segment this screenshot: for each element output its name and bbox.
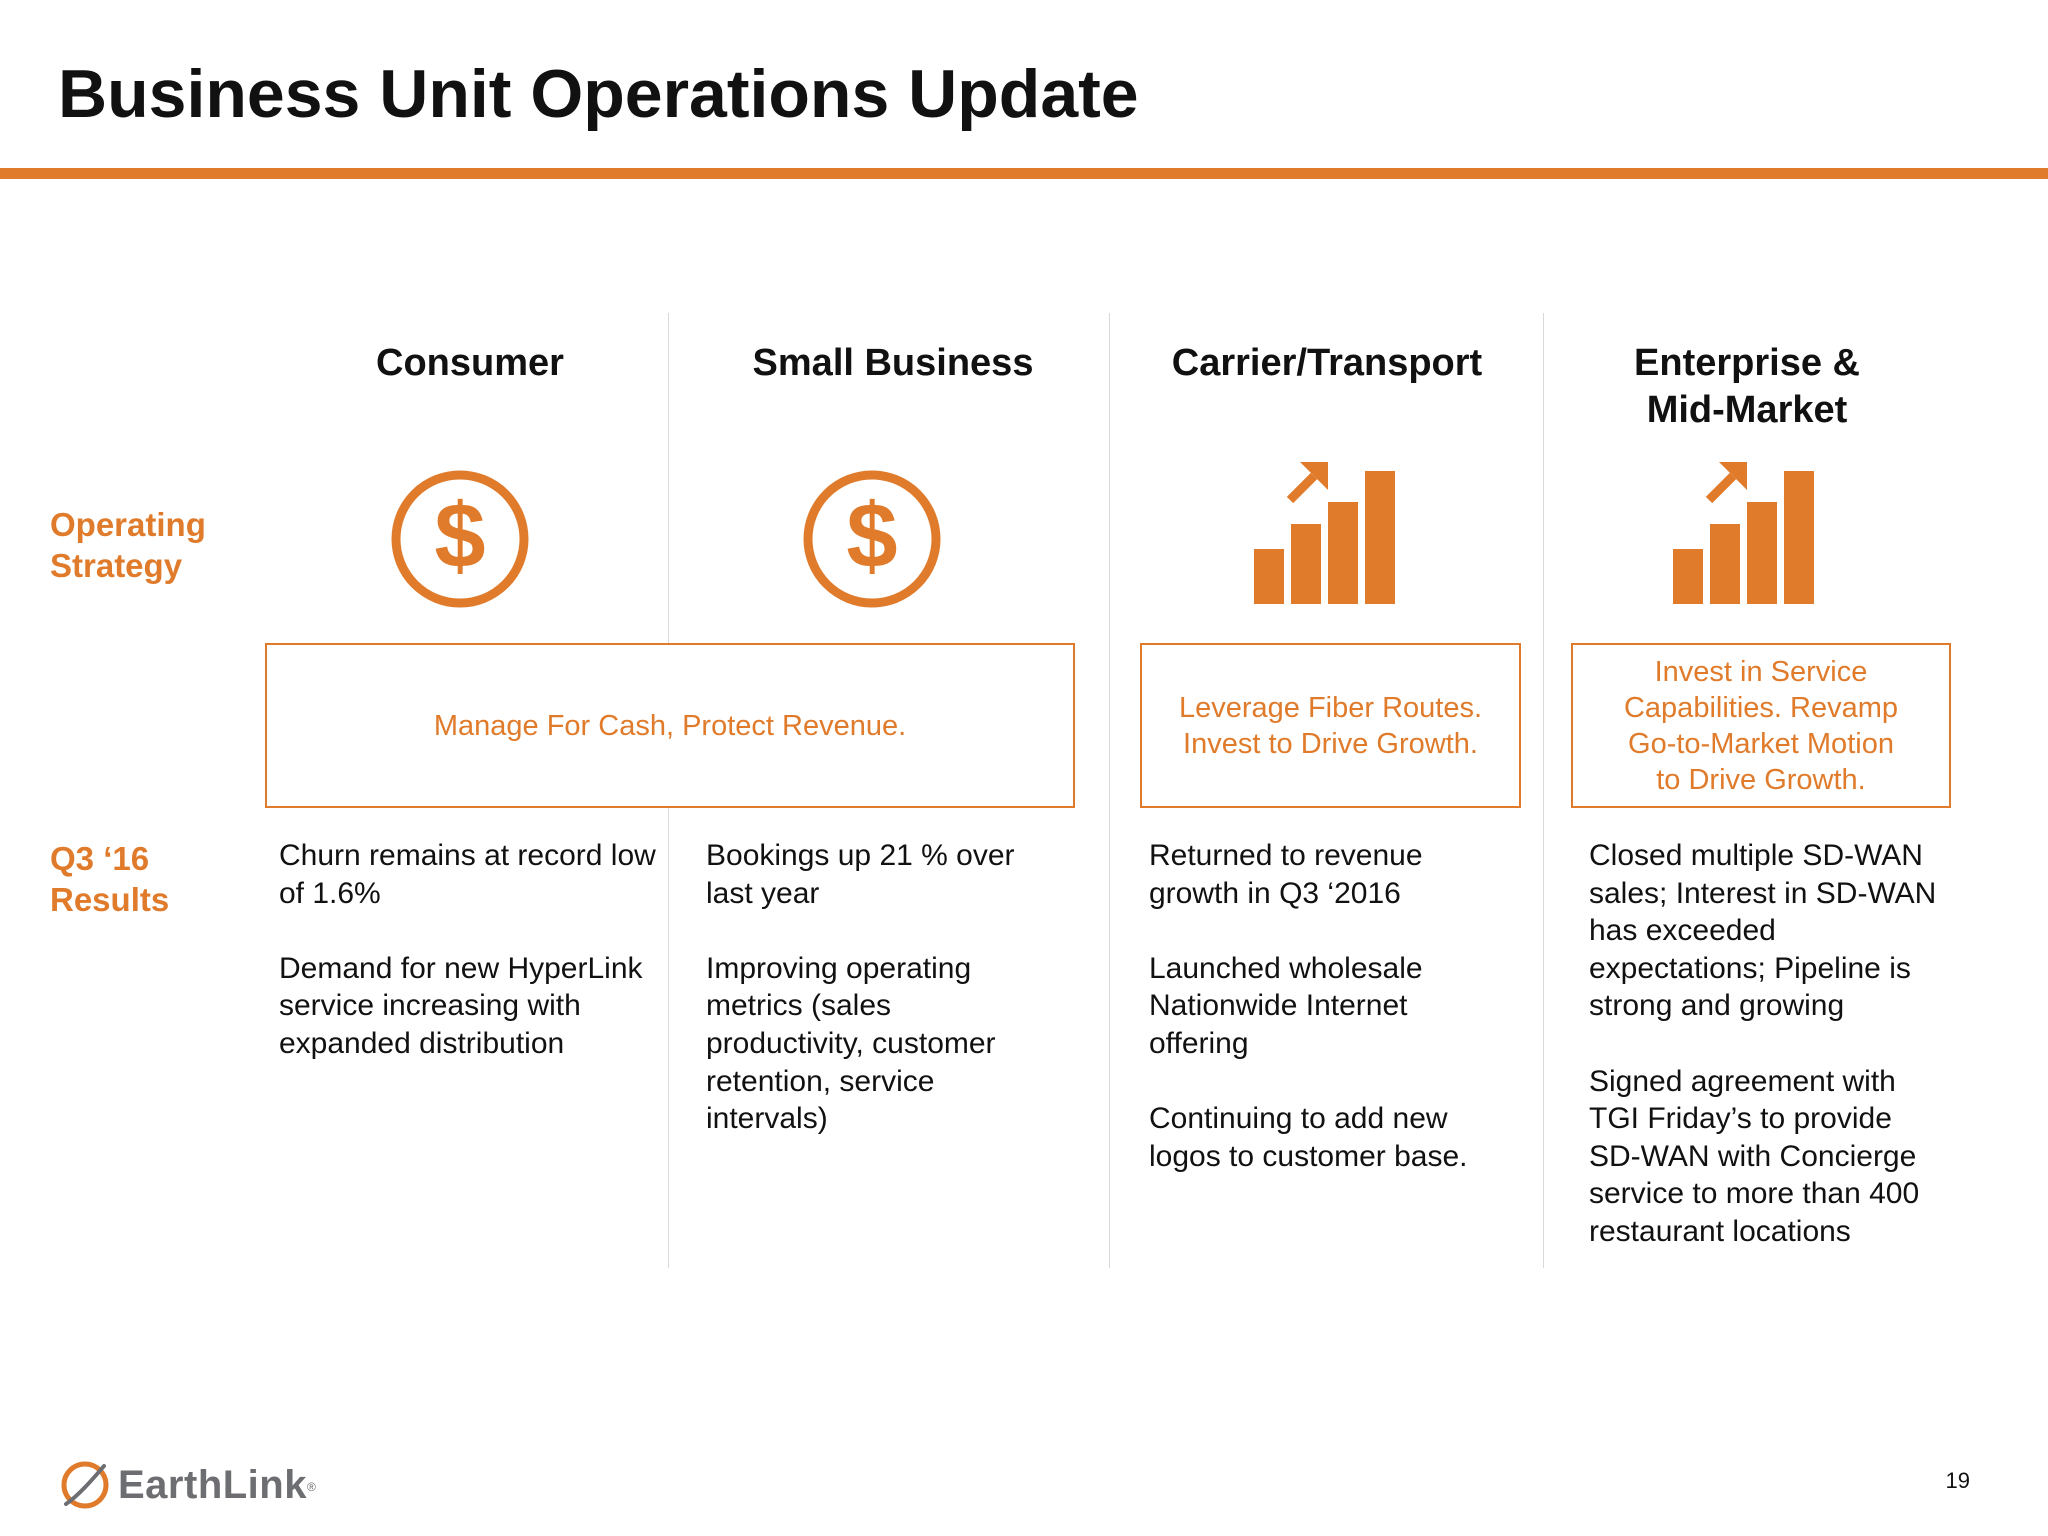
earthlink-logo: EarthLink ® <box>58 1455 316 1515</box>
strategy-box-consumer-smb: Manage For Cash, Protect Revenue. <box>265 643 1075 808</box>
heading-line: Small Business <box>752 342 1034 384</box>
result-item: Churn remains at record low of 1.6% <box>279 839 656 910</box>
column-heading-consumer: Consumer <box>270 340 670 387</box>
strategy-box-carrier: Leverage Fiber Routes. Invest to Drive G… <box>1140 643 1521 808</box>
row-label-line: Results <box>50 881 170 918</box>
strategy-line: Go-to-Market Motion <box>1628 727 1894 760</box>
result-item: Closed multiple SD-WAN sales; Interest i… <box>1589 839 1937 1023</box>
svg-text:$: $ <box>846 485 897 587</box>
strategy-line: Leverage Fiber Routes. <box>1178 691 1483 724</box>
result-item: Continuing to add new logos to customer … <box>1149 1102 1468 1173</box>
svg-text:$: $ <box>434 485 485 587</box>
row-label-line: Operating <box>50 506 206 543</box>
result-item: Bookings up 21 % over last year <box>706 839 1015 910</box>
strategy-line: Invest to Drive Growth. <box>1183 727 1478 760</box>
results-small-business: Bookings up 21 % over last year Improvin… <box>706 837 1046 1175</box>
strategy-line: Capabilities. Revamp <box>1623 691 1898 724</box>
title-rule <box>0 168 2048 179</box>
result-item: Returned to revenue growth in Q3 ‘2016 <box>1149 839 1423 910</box>
row-label-operating-strategy: Operating Strategy <box>50 504 206 586</box>
earthlink-globe-icon <box>58 1458 112 1512</box>
heading-line: Mid-Market <box>1646 389 1848 431</box>
column-heading-enterprise: Enterprise & Mid-Market <box>1547 340 1947 434</box>
dollar-circle-icon: $ <box>388 467 532 611</box>
result-item: Demand for new HyperLink service increas… <box>279 951 643 1060</box>
page-number: 19 <box>1945 1468 1970 1493</box>
heading-line: Enterprise & <box>1634 342 1860 384</box>
column-heading-small-business: Small Business <box>693 340 1093 387</box>
result-item: Signed agreement with TGI Friday’s to pr… <box>1589 1064 1920 1248</box>
strategy-line: Invest in Service <box>1654 655 1868 688</box>
strategy-line: Manage For Cash, Protect Revenue. <box>433 709 907 742</box>
row-label-line: Q3 ‘16 <box>50 840 150 877</box>
registered-mark: ® <box>306 1480 316 1494</box>
heading-line: Consumer <box>376 342 564 384</box>
column-divider <box>1543 313 1544 1268</box>
logo-wordmark: EarthLink <box>118 1462 307 1507</box>
column-divider <box>1109 313 1110 1268</box>
heading-line: Carrier/Transport <box>1171 342 1483 384</box>
page-title: Business Unit Operations Update <box>58 56 1139 132</box>
growth-chart-icon <box>1669 460 1819 610</box>
strategy-box-enterprise: Invest in Service Capabilities. Revamp G… <box>1571 643 1951 808</box>
row-label-q3-results: Q3 ‘16 Results <box>50 838 169 920</box>
row-label-line: Strategy <box>50 547 183 584</box>
results-enterprise: Closed multiple SD-WAN sales; Interest i… <box>1589 837 1949 1288</box>
results-carrier-transport: Returned to revenue growth in Q3 ‘2016 L… <box>1149 837 1499 1213</box>
growth-chart-icon <box>1250 460 1400 610</box>
column-heading-carrier-transport: Carrier/Transport <box>1127 340 1527 387</box>
result-item: Improving operating metrics (sales produ… <box>706 951 996 1136</box>
result-item: Launched wholesale Nationwide Internet o… <box>1149 951 1423 1060</box>
strategy-line: to Drive Growth. <box>1656 763 1866 796</box>
dollar-circle-icon: $ <box>800 467 944 611</box>
results-consumer: Churn remains at record low of 1.6% Dema… <box>279 837 659 1100</box>
